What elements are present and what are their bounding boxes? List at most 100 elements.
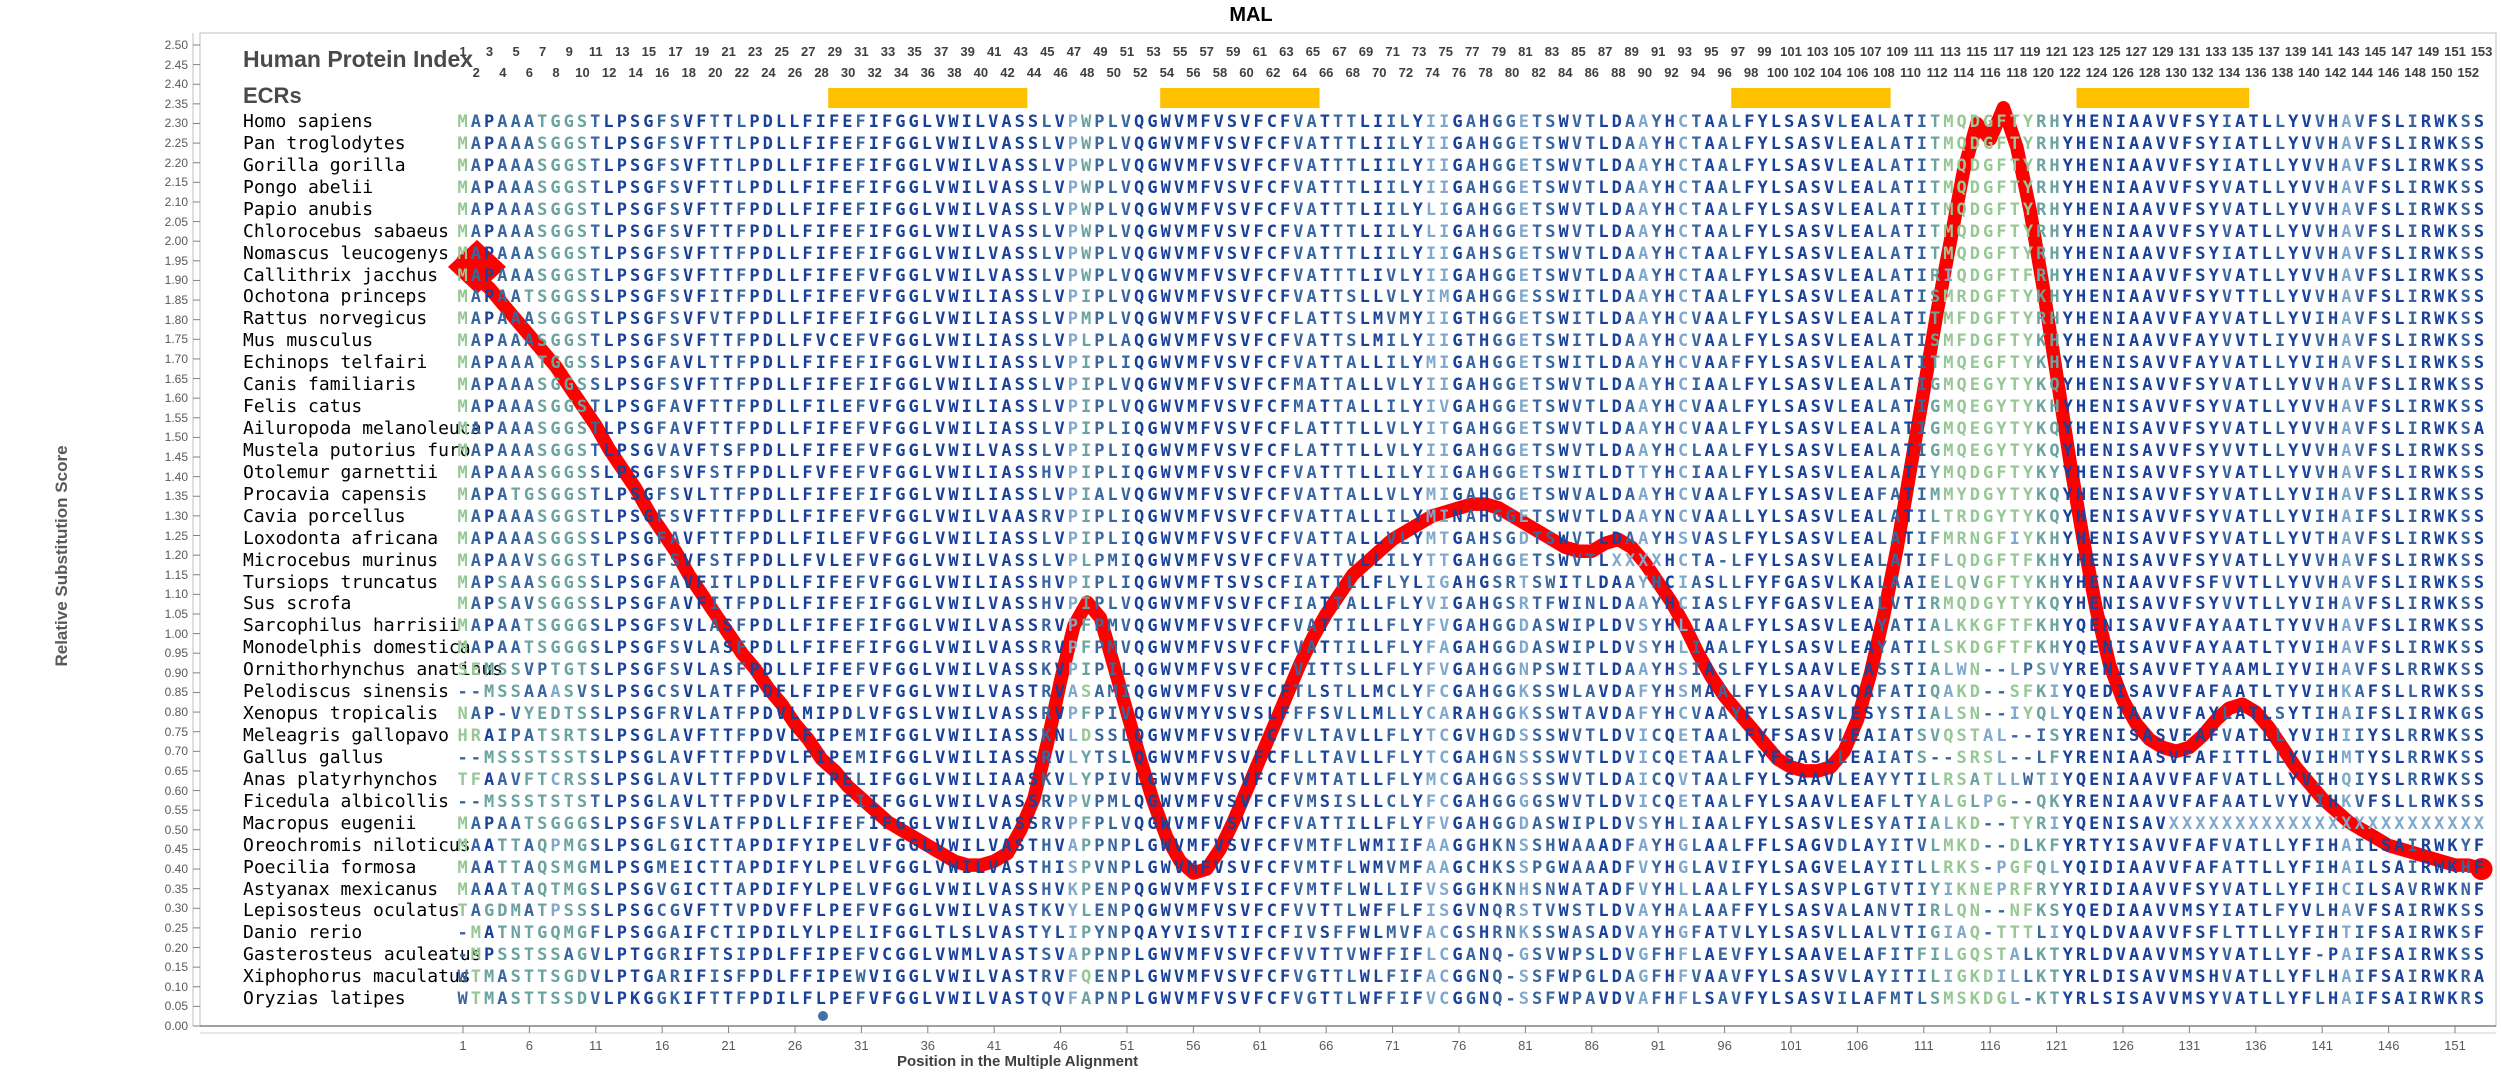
residue: L [789,309,800,330]
residue: G [1452,660,1463,681]
residue: L [603,572,614,593]
residue: F [656,221,667,242]
residue: V [988,243,999,264]
residue: Y [1651,682,1662,703]
residue: V [2221,726,2233,747]
residue: N [2102,462,2113,483]
residue: M [1943,112,1954,132]
residue: L [1372,440,1384,461]
residue: P [484,221,495,242]
residue: F [656,309,667,330]
residue: T [1333,528,1344,549]
residue: A [497,769,508,790]
residue: S [523,747,535,768]
residue: P [484,133,495,154]
residue: T [1319,287,1331,308]
residue: F [1253,594,1264,615]
residue: L [1399,155,1410,176]
residue: F [1425,682,1437,703]
residue: V [683,550,694,571]
residue: L [789,462,800,483]
residue: P [749,506,760,527]
residue: G [643,133,654,154]
residue: L [1598,594,1609,615]
residue: Y [1080,747,1092,768]
residue: R [1929,594,1941,615]
residue: F [1200,506,1211,527]
residue: I [868,221,879,242]
residue: S [2460,550,2471,571]
residue: T [1903,747,1914,768]
residue: Q [2036,704,2047,725]
residue: G [563,309,574,330]
residue: H [2075,572,2087,593]
residue: I [815,594,826,615]
residue: A [1465,506,1476,527]
residue: Q [2075,682,2087,703]
residue: T [1903,550,1914,571]
residue: F [855,265,866,286]
residue: W [1160,199,1171,220]
residue: I [2115,660,2126,681]
residue: S [1890,704,1901,725]
residue: I [2115,704,2126,725]
residue: S [1784,199,1795,220]
residue: L [2394,594,2405,615]
residue: F [1770,572,1782,593]
residue: C [1677,704,1689,725]
residue: R [2420,506,2432,527]
residue: A [2142,638,2153,659]
residue: H [2075,484,2087,505]
residue: T [1319,726,1331,747]
residue: V [1240,331,1251,352]
residue: V [1120,704,1132,725]
residue: A [1863,331,1874,352]
residue: A [1890,550,1901,571]
residue: F [1279,155,1291,176]
residue: V [2168,243,2180,264]
residue: V [1691,419,1702,440]
residue: H [1664,177,1675,198]
residue: L [1359,747,1370,768]
residue: P [616,353,627,374]
residue: T [1333,462,1344,483]
ruler-number: 37 [933,44,949,59]
residue: V [2314,265,2325,286]
residue: S [2381,506,2392,527]
residue: T [2248,419,2259,440]
residue: I [709,287,720,308]
residue: T [1585,506,1596,527]
residue: S [537,375,548,396]
residue: G [643,221,654,242]
residue: S [1492,243,1503,264]
residue: I [961,221,972,242]
residue: Y [1757,484,1768,505]
residue: L [2394,155,2405,176]
ruler-number: 143 [2337,44,2360,59]
residue: T [722,287,734,308]
residue: V [1823,682,1835,703]
residue: P [1094,309,1105,330]
residue: L [1041,155,1052,176]
residue: I [961,616,972,637]
residue: A [497,484,508,505]
residue: A [1704,528,1715,549]
residue: S [1545,265,1556,286]
residue: H [1664,155,1675,176]
residue: I [1916,440,1927,461]
residue: R [1518,594,1529,615]
residue: I [815,112,826,132]
residue: T [2248,484,2259,505]
residue: T [1903,265,1914,286]
residue: G [908,133,919,154]
residue: T [722,199,734,220]
residue: F [1744,155,1755,176]
residue: - [1996,682,2007,703]
residue: F [828,221,840,242]
residue: A [2235,133,2246,154]
residue: V [1823,397,1835,418]
residue: A [2195,616,2206,637]
residue: L [1837,287,1848,308]
residue: R [2036,177,2047,198]
residue: S [2381,572,2392,593]
